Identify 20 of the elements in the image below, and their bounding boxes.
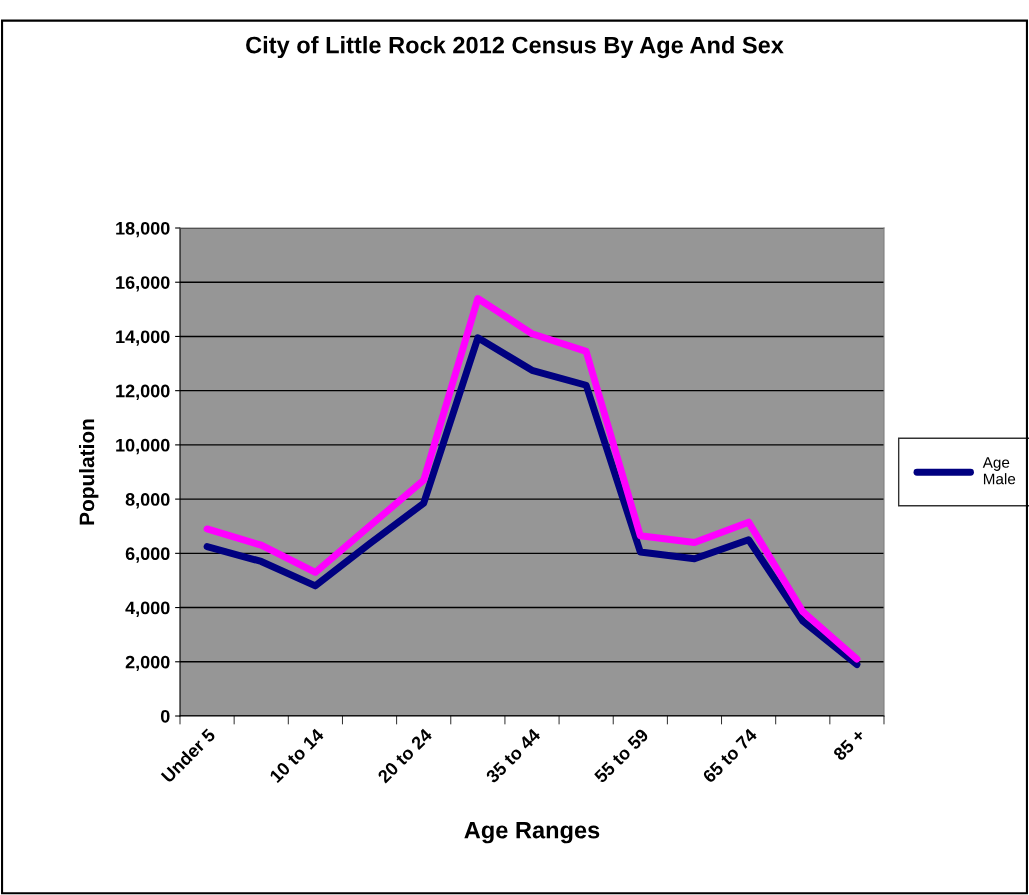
y-tick-label: 14,000 (116, 330, 170, 346)
y-tick-label: 0 (160, 709, 170, 723)
chart-title: City of Little Rock 2012 Census By Age And Sex (246, 36, 784, 59)
y-tick-label: 18,000 (116, 221, 170, 238)
y-tick-label: 4,000 (125, 601, 170, 617)
y-tick-label: 10,000 (116, 438, 170, 455)
x-tick-label: 35 to 44 (485, 727, 542, 784)
y-axis-title: Population (78, 419, 99, 525)
x-tick-label: 65 to 74 (701, 727, 758, 784)
x-tick-label: 20 to 24 (376, 727, 434, 784)
y-tick-label: 6,000 (125, 547, 170, 563)
x-tick-label: 55 to 59 (593, 727, 650, 784)
legend-label: Age Male (982, 457, 1016, 485)
x-tick-label: 10 to 14 (268, 727, 325, 784)
x-tick-label: 85 + (832, 727, 866, 762)
y-tick-label: 12,000 (116, 384, 170, 400)
y-tick-label: 2,000 (125, 655, 170, 672)
y-tick-label: 8,000 (125, 493, 170, 509)
x-axis-title: Age Ranges (464, 822, 600, 844)
y-tick-label: 16,000 (116, 276, 170, 292)
